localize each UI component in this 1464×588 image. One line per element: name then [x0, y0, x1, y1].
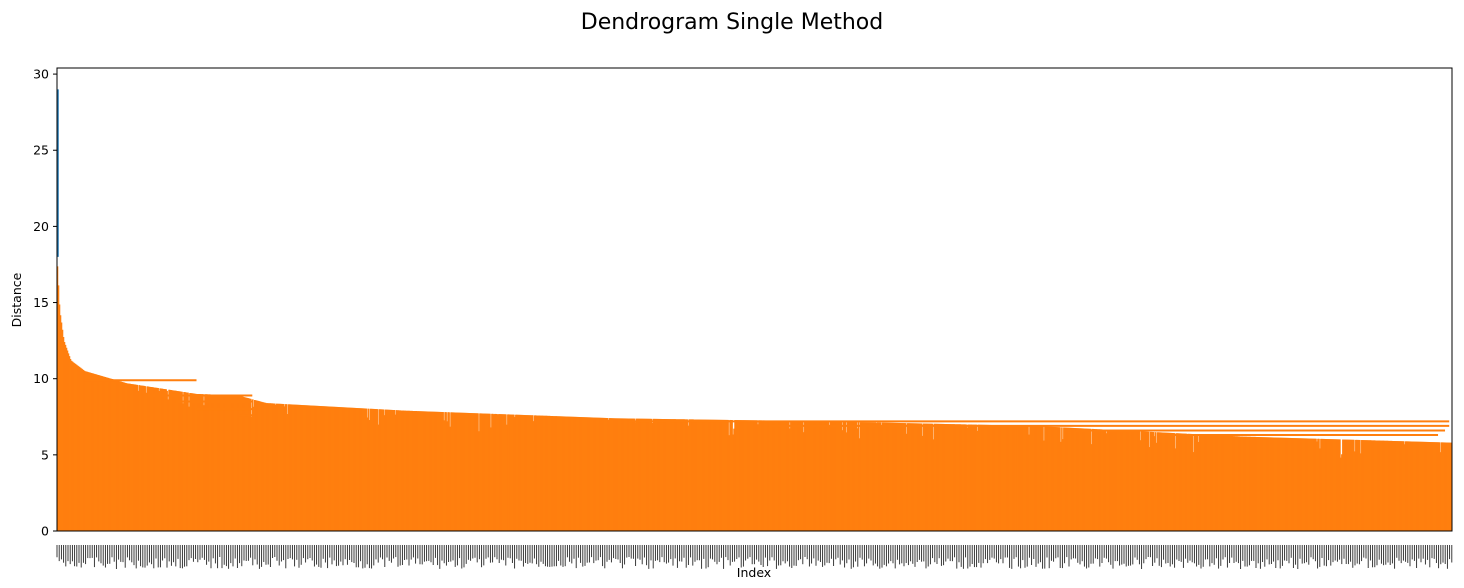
y-tick-label: 25	[33, 143, 49, 158]
x-tick-label-band	[56, 545, 1453, 569]
plot-marks	[56, 89, 1453, 531]
leaf-links	[56, 266, 1453, 531]
chart-title: Dendrogram Single Method	[581, 10, 883, 35]
plot-frame	[56, 67, 1453, 532]
y-tick-label: 20	[33, 219, 49, 234]
y-axis: 0 5 10 15 20 25 30	[33, 67, 57, 539]
y-tick-label: 10	[33, 371, 49, 386]
y-tick-label: 0	[41, 524, 49, 539]
y-tick-label: 5	[41, 447, 49, 462]
x-axis	[56, 545, 1453, 569]
x-axis-label: Index	[737, 565, 771, 580]
y-tick-label: 15	[33, 295, 49, 310]
y-axis-label: Distance	[9, 272, 24, 327]
y-tick-label: 30	[33, 67, 49, 82]
